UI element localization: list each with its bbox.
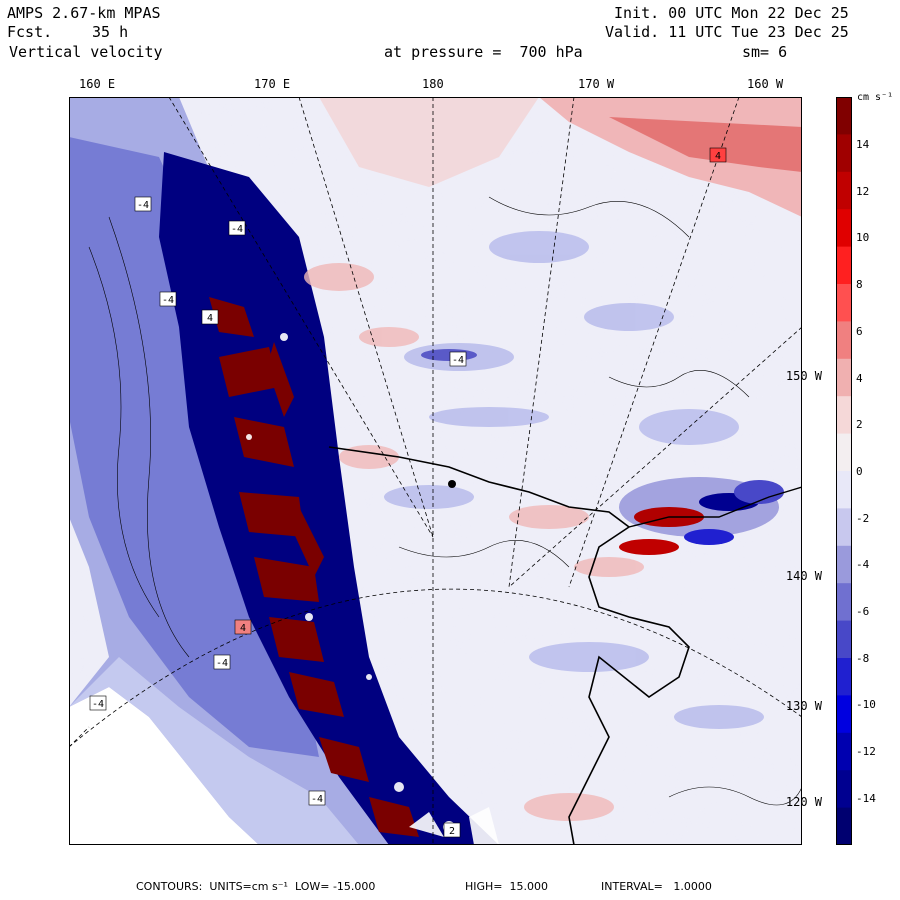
- colorbar-tick-label: 6: [856, 324, 863, 338]
- colorbar-tick-label: -10: [856, 698, 876, 712]
- ice-shelf-edge: [628, 486, 802, 528]
- svg-text:4: 4: [240, 623, 246, 634]
- graticule: [69, 97, 802, 845]
- colorbar-block: [836, 770, 852, 809]
- box-marker: 4: [201, 309, 219, 325]
- contour-lines: [88, 196, 802, 806]
- init-time: Init. 00 UTC Mon 22 Dec 25: [614, 4, 849, 22]
- lat-label-150w: 150 W: [785, 369, 822, 383]
- colorbar-block: [836, 545, 852, 584]
- lat-label-120w: 120 W: [785, 795, 822, 809]
- colorbar-tick-label: -14: [856, 791, 876, 805]
- colorbar-block: [836, 471, 852, 509]
- svg-text:-4: -4: [162, 295, 174, 306]
- colorbar-block: [836, 284, 852, 322]
- svg-text:-4: -4: [231, 224, 243, 235]
- lon-label-170e: 170 E: [254, 77, 291, 91]
- colorbar-block: [836, 732, 852, 771]
- box-marker: -4: [134, 196, 152, 212]
- svg-text:-4: -4: [311, 794, 323, 805]
- weak-downdraft-southwest: [69, 657, 359, 845]
- colorbar-block: [836, 508, 852, 547]
- lat-label-130w: 130 W: [785, 699, 822, 713]
- box-marker: -4: [228, 220, 246, 236]
- outside-domain-southwest: [69, 687, 259, 845]
- box-markers: -4 -4 -4 -4 -4 -4 4 4 4 2 -4: [89, 147, 727, 838]
- colorbar-block: [836, 134, 852, 173]
- svg-text:2: 2: [449, 826, 455, 837]
- colorbar-block: [836, 171, 852, 210]
- colorbar-tick-label: -6: [856, 605, 870, 618]
- footer-contours: CONTOURS: UNITS=cm s⁻¹ LOW= -15.000: [136, 880, 376, 893]
- colorbar-block: [836, 97, 852, 135]
- box-marker: -4: [159, 291, 177, 307]
- colorbar-block: [836, 246, 852, 285]
- box-marker: 4: [709, 147, 727, 163]
- vertical-velocity-map: -4 -4 -4 -4 -4 -4 4 4 4 2 -4: [69, 97, 802, 845]
- valid-time: Valid. 11 UTC Tue 23 Dec 25: [605, 23, 849, 41]
- map-frame: [69, 97, 802, 845]
- colorbar-tick-label: -2: [856, 511, 870, 525]
- lon-label-160e: 160 E: [79, 77, 116, 91]
- lon-label-160w: 160 W: [747, 77, 784, 91]
- colorbar-block: [836, 807, 852, 845]
- colorbar-tick-label: 0: [856, 464, 863, 478]
- colorbar-unit: cm s⁻¹: [857, 92, 894, 103]
- downdraft-cell-central: [421, 349, 477, 361]
- colorbar-block: [836, 358, 852, 397]
- colorbar: [836, 97, 852, 845]
- colorbar-tick-label: 4: [856, 371, 863, 385]
- box-marker: 4: [234, 619, 252, 635]
- svg-text:-4: -4: [216, 658, 228, 669]
- colorbar-block: [836, 658, 852, 696]
- lon-label-180: 180: [422, 77, 444, 91]
- strong-updraft-northeast: [609, 117, 802, 172]
- box-marker: -4: [213, 654, 231, 670]
- colorbar-block: [836, 583, 852, 622]
- pressure-level: at pressure = 700 hPa: [384, 43, 583, 61]
- svg-text:4: 4: [715, 151, 721, 162]
- coastline: [328, 446, 690, 845]
- colorbar-block: [836, 433, 852, 472]
- colorbar-block: [836, 321, 852, 360]
- smoothing-label: sm= 6: [742, 43, 788, 61]
- weak-updraft-north: [319, 97, 539, 187]
- footer-interval: INTERVAL= 1.0000: [601, 880, 712, 893]
- forecast-label: Fcst.: [7, 23, 53, 41]
- colorbar-tick-label: 12: [856, 184, 870, 198]
- colorbar-tick-label: -12: [856, 745, 876, 759]
- model-title: AMPS 2.67-km MPAS: [7, 4, 161, 22]
- box-marker: 2: [443, 822, 461, 838]
- svg-text:-4: -4: [137, 200, 149, 211]
- forecast-hour: 35 h: [92, 23, 129, 41]
- station-marker: [448, 480, 456, 488]
- colorbar-tick-label: 8: [856, 278, 863, 292]
- svg-text:-4: -4: [452, 355, 464, 366]
- colorbar-tick-label: 14: [856, 138, 870, 151]
- colorbar-block: [836, 620, 852, 659]
- colorbar-block: [836, 396, 852, 435]
- mountain-updraft-streaks: [209, 297, 419, 837]
- box-marker: -4: [449, 351, 467, 367]
- colorbar-tick-label: 10: [856, 231, 870, 245]
- footer-high: HIGH= 15.000: [465, 880, 549, 893]
- colorbar-block: [836, 209, 852, 248]
- colorbar-tick-label: -4: [856, 558, 870, 572]
- box-marker: -4: [308, 790, 326, 806]
- colorbar-block: [836, 695, 852, 734]
- lon-label-170w: 170 W: [578, 77, 615, 91]
- box-marker: -4: [89, 695, 107, 711]
- colorbar-tick-label: 2: [856, 418, 863, 432]
- colorbar-frame: [836, 97, 852, 845]
- svg-text:4: 4: [207, 313, 213, 324]
- field-name: Vertical velocity: [9, 43, 163, 61]
- lat-label-140w: 140 W: [785, 569, 822, 583]
- svg-text:-4: -4: [92, 699, 104, 710]
- colorbar-tick-label: -8: [856, 651, 870, 665]
